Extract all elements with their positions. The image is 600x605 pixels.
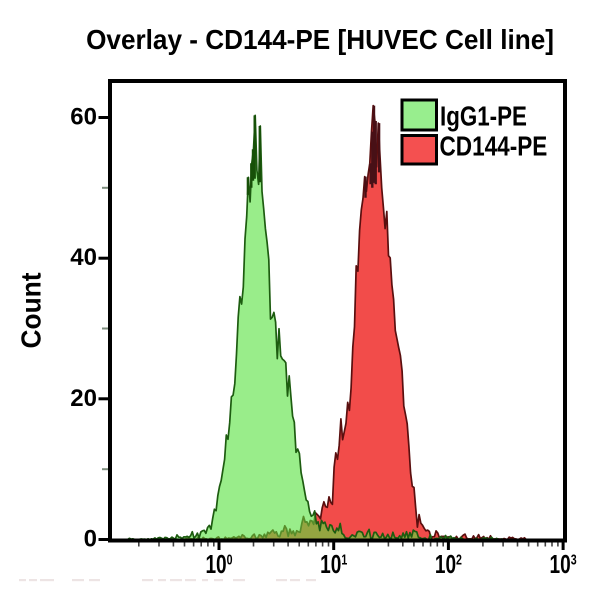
svg-text:IgG1-PE: IgG1-PE: [440, 102, 527, 133]
svg-text:CD144-PE: CD144-PE: [440, 131, 548, 162]
svg-text:20: 20: [70, 385, 97, 412]
svg-text:40: 40: [70, 244, 97, 271]
svg-text:Overlay - CD144-PE [HUVEC Cell: Overlay - CD144-PE [HUVEC Cell line]: [86, 24, 554, 55]
svg-text:0: 0: [84, 526, 97, 553]
svg-text:Count: Count: [15, 273, 47, 349]
svg-text:60: 60: [70, 104, 97, 131]
